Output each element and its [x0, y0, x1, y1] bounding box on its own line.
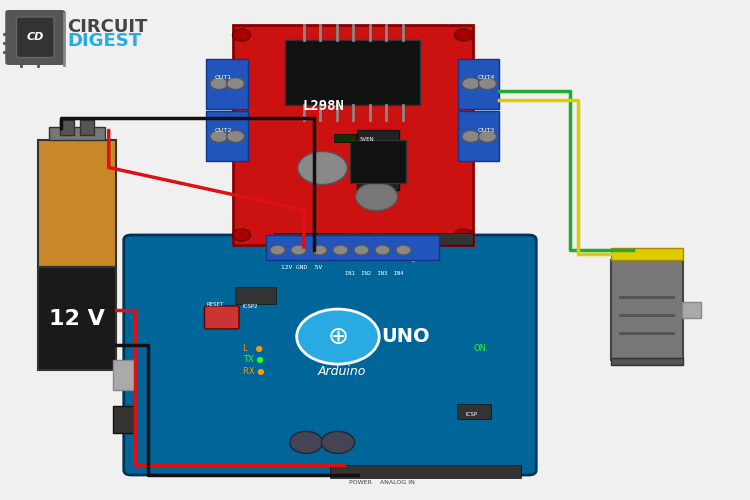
Bar — [49, 128, 105, 140]
Circle shape — [333, 245, 348, 255]
Text: 12V GND  5V: 12V GND 5V — [281, 265, 322, 270]
Text: ICSP2: ICSP2 — [242, 304, 258, 310]
Circle shape — [454, 229, 472, 241]
Bar — [38, 140, 116, 266]
Bar — [619, 314, 675, 317]
Circle shape — [290, 432, 322, 454]
Bar — [611, 248, 682, 260]
Text: 5VEN: 5VEN — [360, 137, 375, 142]
Text: Arduino: Arduino — [318, 364, 367, 378]
Text: IN1  IN2  IN3  IN4: IN1 IN2 IN3 IN4 — [345, 271, 404, 276]
Bar — [60, 120, 74, 135]
Text: RX ●: RX ● — [242, 366, 264, 376]
Bar — [357, 130, 398, 190]
Circle shape — [312, 245, 327, 255]
Circle shape — [210, 78, 228, 90]
Circle shape — [462, 130, 480, 142]
Circle shape — [354, 245, 369, 255]
Text: POWER    ANALOG IN: POWER ANALOG IN — [349, 480, 415, 485]
Text: CD: CD — [26, 32, 44, 42]
Bar — [619, 296, 675, 299]
Bar — [334, 134, 356, 141]
Bar — [611, 260, 682, 360]
Circle shape — [210, 130, 228, 142]
Circle shape — [375, 245, 390, 255]
Bar — [274, 232, 473, 245]
Bar — [330, 465, 520, 477]
Bar — [682, 302, 701, 318]
Text: L298N: L298N — [303, 100, 345, 114]
Bar — [458, 404, 491, 419]
Circle shape — [297, 309, 380, 364]
Bar — [619, 332, 675, 335]
FancyBboxPatch shape — [16, 17, 54, 58]
Bar — [80, 120, 94, 135]
Circle shape — [232, 29, 250, 41]
Bar — [611, 358, 682, 365]
Text: CIRCUIT: CIRCUIT — [68, 18, 148, 36]
Circle shape — [322, 432, 355, 454]
Bar — [38, 266, 116, 370]
Bar — [266, 235, 439, 260]
Bar — [206, 112, 248, 162]
Bar — [206, 58, 248, 108]
FancyBboxPatch shape — [124, 235, 536, 475]
Bar — [232, 25, 472, 245]
Bar — [112, 360, 135, 390]
Circle shape — [478, 130, 496, 142]
Text: UNO: UNO — [382, 327, 430, 346]
Bar — [458, 112, 499, 162]
FancyBboxPatch shape — [205, 306, 239, 329]
Circle shape — [291, 245, 306, 255]
Text: TX ●: TX ● — [242, 355, 263, 364]
Text: DIGITAL (PWM~): DIGITAL (PWM~) — [344, 232, 396, 237]
Circle shape — [226, 78, 244, 90]
Circle shape — [356, 182, 398, 210]
Text: 12 V: 12 V — [49, 310, 105, 330]
Text: ⊕: ⊕ — [328, 324, 349, 348]
Text: OUT2: OUT2 — [214, 128, 232, 133]
Circle shape — [298, 152, 347, 184]
Bar — [458, 58, 499, 108]
Text: OUT4: OUT4 — [477, 75, 495, 80]
Circle shape — [478, 78, 496, 90]
FancyBboxPatch shape — [5, 10, 65, 65]
Text: ON: ON — [473, 344, 486, 352]
Bar — [350, 140, 406, 182]
Circle shape — [232, 229, 250, 241]
Text: RESET: RESET — [206, 302, 224, 307]
Text: OUT3: OUT3 — [477, 128, 495, 133]
Circle shape — [454, 29, 472, 41]
Circle shape — [226, 130, 244, 142]
Text: ICSP: ICSP — [465, 412, 477, 418]
Text: OUT1: OUT1 — [214, 75, 232, 80]
Bar — [112, 406, 135, 433]
Text: L   ●: L ● — [242, 344, 262, 352]
Bar — [285, 40, 420, 105]
Circle shape — [270, 245, 285, 255]
Circle shape — [462, 78, 480, 90]
Text: DIGEST: DIGEST — [68, 32, 142, 50]
Circle shape — [396, 245, 411, 255]
Bar — [235, 287, 276, 304]
